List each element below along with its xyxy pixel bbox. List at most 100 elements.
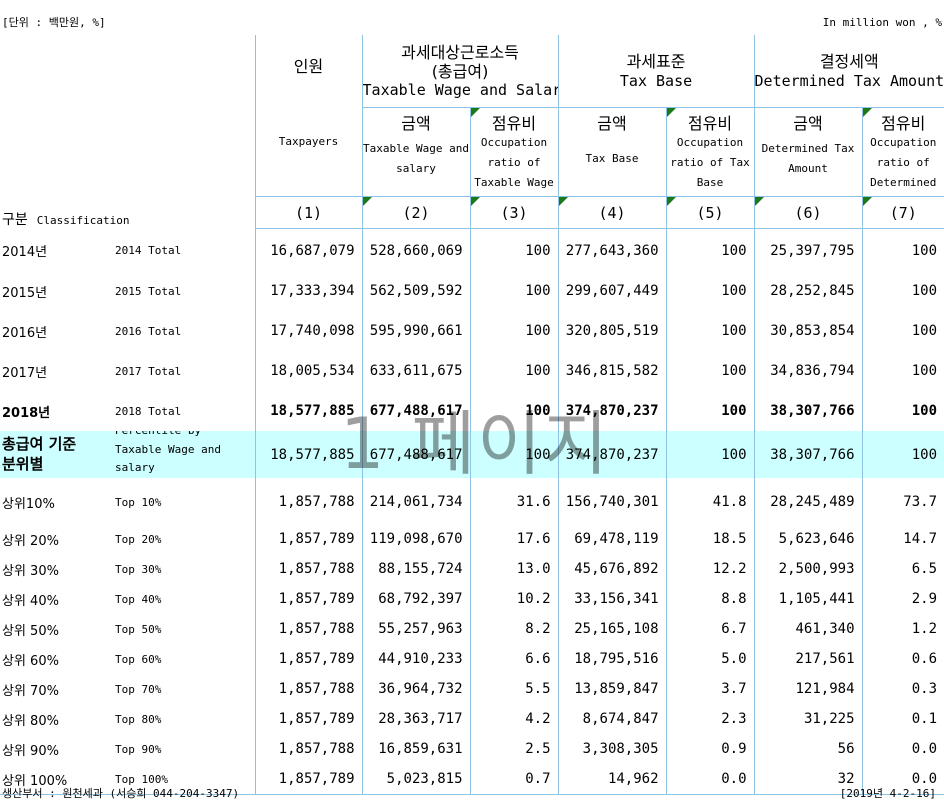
label-line: Percentile by (115, 431, 255, 441)
table-cell: 100 (861, 311, 944, 351)
header-row-1: 구분 Classification 인원 Taxpayers 과세대상근로소득 … (0, 35, 944, 228)
table-cell: 41.8 (665, 478, 755, 525)
row-label-ko: 상위 100% (0, 764, 115, 796)
table-cell: 18.5 (665, 524, 755, 555)
table-row: 상위 30% Top 30% 1,857,788 88,155,724 13.0 45,6… (0, 554, 944, 585)
unit-label-en: In million won , % (822, 16, 942, 29)
table-row: 상위10% Top 10% 1,857,788 214,061,734 31.6 156,… (0, 478, 944, 525)
determined-header: 결정세액 Determined Tax Amount (753, 35, 944, 108)
table-cell: 5,023,815 (361, 764, 471, 796)
table-row: 상위 70% Top 70% 1,857,788 36,964,732 5.5 13,85… (0, 674, 944, 705)
table-cell: 32 (753, 764, 863, 796)
col-num: (4) (557, 196, 667, 229)
table-cell: 6.6 (469, 644, 559, 675)
row-label-ko: 상위 20% (2, 533, 59, 549)
label-line: 총급여 기준 (2, 435, 77, 454)
row-label-ko: 2017년 (2, 365, 48, 381)
table-cell: 0.0 (861, 764, 944, 796)
table-row: 2017년 2017 Total 18,005,534 633,611,675 100 3… (0, 351, 944, 391)
table-cell: 2,500,993 (753, 554, 863, 585)
table-cell: 100 (665, 228, 755, 271)
table-cell: 14.7 (861, 524, 944, 555)
table-row: 2014년 2014 Total 16,687,079 528,660,069 100 2… (0, 228, 944, 271)
row-label-en: Top 80% (115, 712, 162, 726)
row-label-en: 2014 Total (115, 244, 182, 258)
table-cell: 156,740,301 (557, 478, 667, 525)
table-cell: 100 (665, 351, 755, 391)
table-row: 상위 90% Top 90% 1,857,788 16,859,631 2.5 3,308… (0, 734, 944, 765)
table-cell: 5.0 (665, 644, 755, 675)
table-cell: 677,488,617 (361, 431, 471, 479)
table-cell: 100 (469, 391, 559, 431)
table-cell: 100 (861, 351, 944, 391)
table-cell: 38,307,766 (753, 391, 863, 431)
table-cell: 2.5 (469, 734, 559, 765)
table-cell: 1.2 (861, 614, 944, 645)
row-label-ko: 2018년 (2, 405, 51, 421)
table-cell: 18,795,516 (557, 644, 667, 675)
row-label-en: Top 50% (115, 622, 162, 636)
table-cell: 0.9 (665, 734, 755, 765)
table-cell: 217,561 (753, 644, 863, 675)
table-cell: 3.7 (665, 674, 755, 705)
row-label-ko: 상위 50% (2, 623, 59, 639)
table-cell: 45,676,892 (557, 554, 667, 585)
row-label-ko: 상위 90% (2, 743, 59, 759)
table-cell: 16,687,079 (254, 228, 363, 271)
table-row: 상위 100% Top 100% 1,857,789 5,023,815 0.7 14,9… (0, 764, 944, 796)
producer-footer: 생산부서 : 원천세과 (서승희 044-204-3347) (2, 787, 240, 800)
label-line: salary (115, 461, 155, 475)
table-row: 상위 80% Top 80% 1,857,789 28,363,717 4.2 8,674… (0, 704, 944, 735)
table-body: 2014년 2014 Total 16,687,079 528,660,069 100 2… (0, 228, 944, 796)
row-label-en: Percentile byTaxable Wage and salary (115, 431, 256, 479)
table-cell: 0.0 (665, 764, 755, 796)
table-cell: 88,155,724 (361, 554, 471, 585)
table-cell: 14,962 (557, 764, 667, 796)
table-cell: 1,857,788 (254, 478, 363, 525)
page-code-footer: [2019년 4-2-16] (839, 787, 936, 800)
table-cell: 28,252,845 (753, 271, 863, 311)
table-cell: 28,363,717 (361, 704, 471, 735)
table-cell: 121,984 (753, 674, 863, 705)
table-cell: 320,805,519 (557, 311, 667, 351)
table-cell: 69,478,119 (557, 524, 667, 555)
determined-amount-header: 금액 Determined Tax Amount (753, 107, 863, 197)
table-cell: 374,870,237 (557, 431, 667, 479)
table-cell: 100 (469, 228, 559, 271)
table-cell: 100 (665, 311, 755, 351)
table-cell: 1,857,788 (254, 674, 363, 705)
table-cell: 528,660,069 (361, 228, 471, 271)
row-label-ko: 상위 30% (2, 563, 59, 579)
col-num: (3) (469, 196, 559, 229)
classification-header: 구분 Classification (2, 211, 130, 228)
row-label-ko: 2014년 (2, 245, 48, 261)
table-cell: 595,990,661 (361, 311, 471, 351)
header-row-2: 금액 Taxable Wage and salary 점유비 Occupatio… (0, 107, 944, 197)
base-amount-header: 금액 Tax Base (557, 107, 667, 197)
table-cell: 1,857,788 (254, 614, 363, 645)
table-cell: 0.6 (861, 644, 944, 675)
table-cell: 633,611,675 (361, 351, 471, 391)
row-label-ko: 2015년 (2, 285, 48, 301)
table-cell: 33,156,341 (557, 584, 667, 615)
col-num: (1) (254, 196, 363, 229)
table-cell: 16,859,631 (361, 734, 471, 765)
table-cell: 30,853,854 (753, 311, 863, 351)
wage-amount-header: 금액 Taxable Wage and salary (361, 107, 471, 197)
table-cell: 13,859,847 (557, 674, 667, 705)
table-cell: 73.7 (861, 478, 944, 525)
table-cell: 100 (469, 351, 559, 391)
wage-ratio-header: 점유비 Occupation ratio of Taxable Wage (469, 107, 559, 197)
table-cell: 100 (469, 271, 559, 311)
table-cell: 36,964,732 (361, 674, 471, 705)
table-cell: 1,105,441 (753, 584, 863, 615)
table-cell: 5.5 (469, 674, 559, 705)
table-cell: 17,740,098 (254, 311, 363, 351)
table-cell: 68,792,397 (361, 584, 471, 615)
row-label-ko: 상위 70% (2, 683, 59, 699)
table-cell: 6.7 (665, 614, 755, 645)
table-row: 2015년 2015 Total 17,333,394 562,509,592 100 2… (0, 271, 944, 311)
row-label-ko: 상위 40% (2, 593, 59, 609)
table-cell: 1,857,789 (254, 524, 363, 555)
table-cell: 1,857,788 (254, 734, 363, 765)
